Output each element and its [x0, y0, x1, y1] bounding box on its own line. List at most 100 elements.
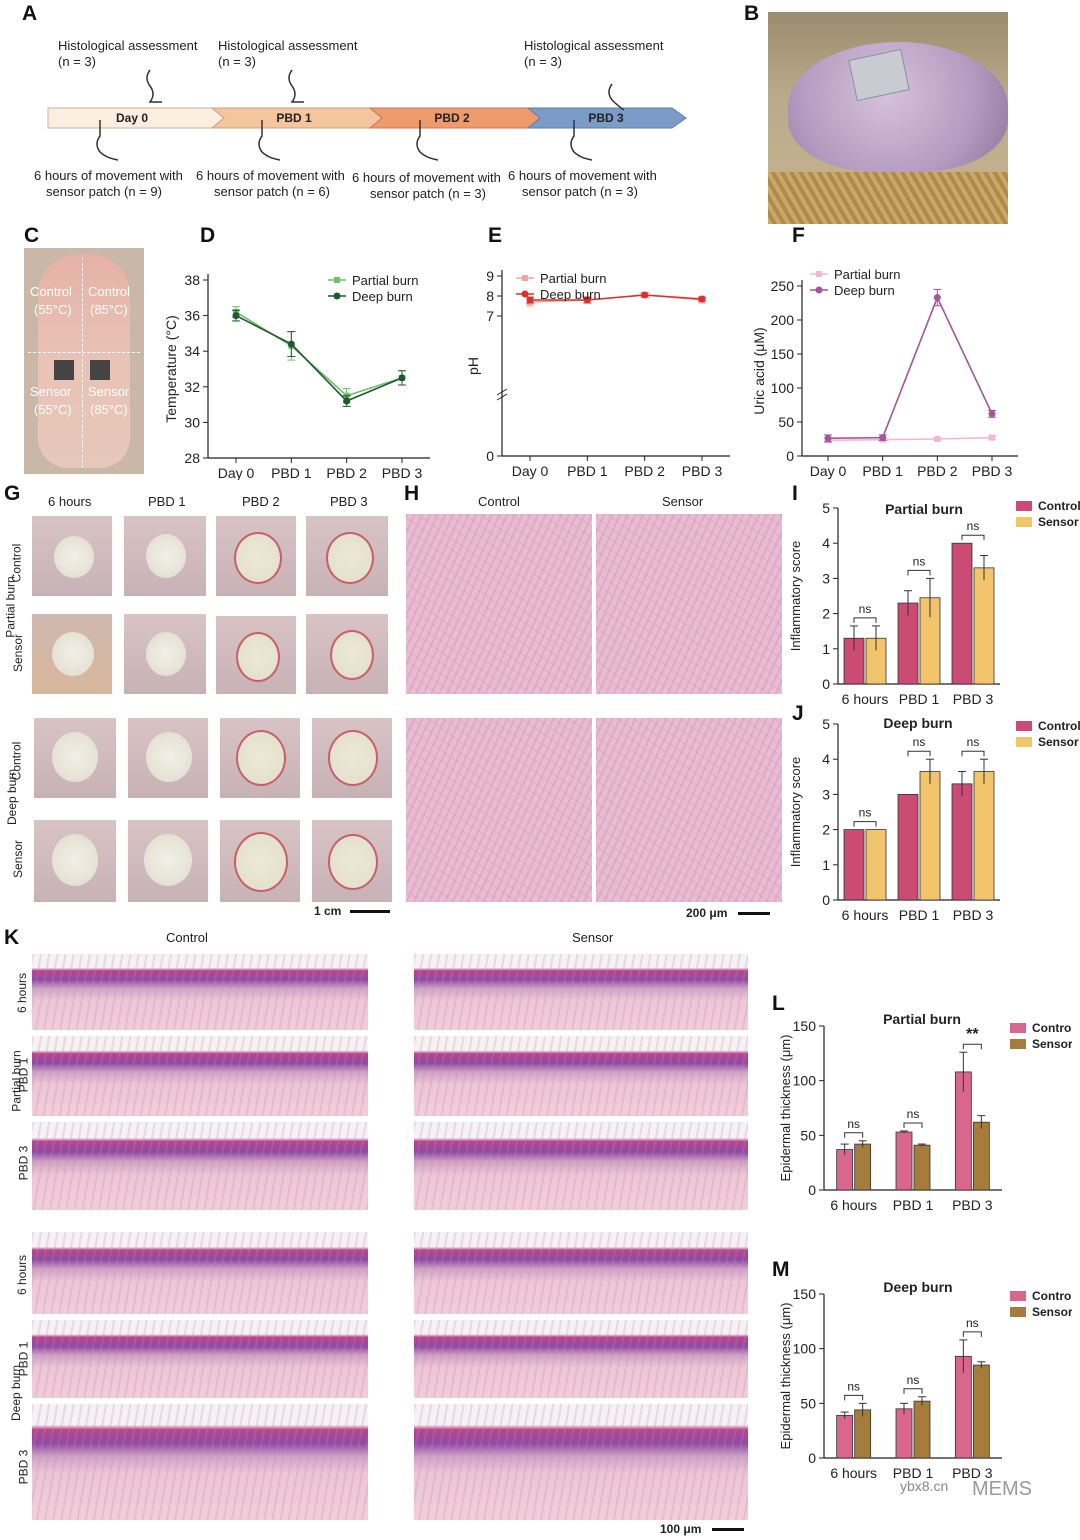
histology-image — [32, 954, 368, 1030]
x-tick-label: PBD 3 — [382, 465, 423, 480]
histology-image — [414, 1404, 748, 1520]
g-col-pbd2: PBD 2 — [242, 494, 280, 509]
x-tick-label: 6 hours — [830, 1197, 877, 1213]
data-point — [398, 374, 406, 382]
top-label-1-n: (n = 3) — [58, 54, 96, 69]
series-line — [235, 311, 403, 397]
rat-skin — [38, 254, 130, 468]
h-col-sensor: Sensor — [662, 494, 704, 509]
data-point — [232, 312, 240, 320]
y-tick-label: 5 — [822, 716, 830, 732]
bar — [973, 567, 995, 685]
top-label-1-title: Histological assessment — [58, 38, 198, 53]
data-point — [287, 340, 295, 348]
data-point — [526, 296, 534, 304]
data-point — [824, 434, 832, 442]
k-row-deep-pbd3: PBD 3 — [16, 1449, 31, 1485]
x-tick-label: PBD 1 — [899, 907, 940, 923]
y-tick-label: 28 — [184, 450, 200, 466]
h-scale-bar — [738, 912, 770, 915]
legend-label: Control — [1032, 1021, 1072, 1035]
significance-label: ns — [859, 806, 872, 820]
bar — [854, 1143, 872, 1191]
y-tick-label: 100 — [771, 380, 795, 396]
x-tick-label: Day 0 — [512, 463, 549, 479]
watermark-site: ybx8.cn — [900, 1478, 949, 1494]
wound-photo — [128, 820, 208, 902]
h-scale-label: 200 μm — [686, 906, 728, 920]
chart-ph: 0 7 8 9 Day 0 PBD 1 PBD 2 PBD 3 pH Partial burnDe… — [465, 268, 730, 479]
bar — [836, 1414, 854, 1459]
x-tick-label: PBD 3 — [972, 463, 1013, 479]
histology-image — [32, 1404, 368, 1520]
wound-photo — [32, 614, 112, 694]
y-tick-label: 150 — [793, 1018, 817, 1034]
x-tick-label: PBD 3 — [952, 1197, 993, 1213]
g-scale-bar — [350, 910, 390, 913]
significance-label: ns — [907, 1373, 920, 1387]
label-sensor-55: Sensor — [30, 384, 72, 399]
significance-bracket — [962, 1331, 982, 1337]
label-control-85: Control — [88, 284, 130, 299]
significance-label: ns — [847, 1117, 860, 1131]
legend-label: Sensor — [1032, 1037, 1072, 1051]
significance-bracket — [903, 1388, 923, 1394]
wound-photo — [220, 820, 300, 902]
data-point — [641, 291, 649, 299]
wound-photo — [124, 516, 206, 596]
histology-image — [414, 1232, 748, 1314]
x-tick-label: PBD 2 — [917, 463, 958, 479]
y-tick-label: 200 — [771, 312, 795, 328]
significance-bracket — [844, 1132, 864, 1138]
significance-bracket — [853, 617, 877, 623]
bar — [843, 829, 865, 901]
significance-bracket — [844, 1394, 864, 1401]
significance-label: ns — [967, 735, 980, 749]
g-row-partial-control: Control — [9, 543, 24, 583]
legend-swatch — [1016, 737, 1032, 747]
k-row-deep-6h: 6 hours — [15, 1254, 30, 1296]
histology-image — [32, 1036, 368, 1116]
y-tick-label: 1 — [822, 641, 830, 657]
series-line — [827, 436, 993, 442]
legend-label: Deep burn — [834, 283, 895, 298]
label-control-55-temp: (55°C) — [34, 302, 72, 317]
x-tick-label: PBD 1 — [899, 691, 940, 707]
data-point — [989, 434, 995, 441]
k-scale-label: 100 μm — [660, 1522, 702, 1536]
y-tick-label: 32 — [184, 379, 200, 395]
histology-image — [414, 1122, 748, 1210]
y-tick-label: 38 — [184, 272, 200, 288]
x-tick-label: 6 hours — [842, 907, 889, 923]
x-tick-label: 6 hours — [842, 691, 889, 707]
photo-mouse-sensor — [768, 12, 1008, 224]
x-tick-label: Day 0 — [810, 463, 847, 479]
panel-label-h: H — [404, 482, 420, 505]
wound-photo — [34, 718, 116, 798]
y-tick-label: 7 — [486, 308, 494, 324]
y-axis-label: Epidermal thickness (μm) — [778, 1303, 793, 1450]
significance-bracket — [903, 1122, 923, 1128]
y-tick-label: 150 — [793, 1286, 817, 1302]
legend-label: Partial burn — [540, 271, 606, 286]
axis-break — [496, 388, 508, 396]
significance-label: ns — [966, 1316, 979, 1330]
panel-label-k: K — [4, 926, 20, 949]
wound-photo — [216, 516, 296, 596]
legend-swatch — [1010, 1291, 1026, 1301]
chart-title: Deep burn — [883, 1279, 952, 1295]
y-axis-label: pH — [465, 357, 481, 375]
chart-uric-acid: 0 50 100 150 200 250 Day 0 PBD 1 PBD 2 PBD 3 Uric … — [751, 267, 1018, 479]
wound-photo — [124, 614, 206, 694]
significance-bracket — [962, 1043, 982, 1050]
x-tick-label: PBD 1 — [893, 1465, 934, 1481]
axis-break — [496, 393, 508, 401]
bar — [913, 1400, 931, 1459]
significance-bracket — [961, 750, 985, 757]
top-label-3-n: (n = 3) — [524, 54, 562, 69]
bar — [836, 1149, 854, 1191]
significance-label: ns — [967, 519, 980, 533]
label-control-85-temp: (85°C) — [90, 302, 128, 317]
bar — [919, 771, 941, 901]
data-point — [343, 397, 351, 405]
